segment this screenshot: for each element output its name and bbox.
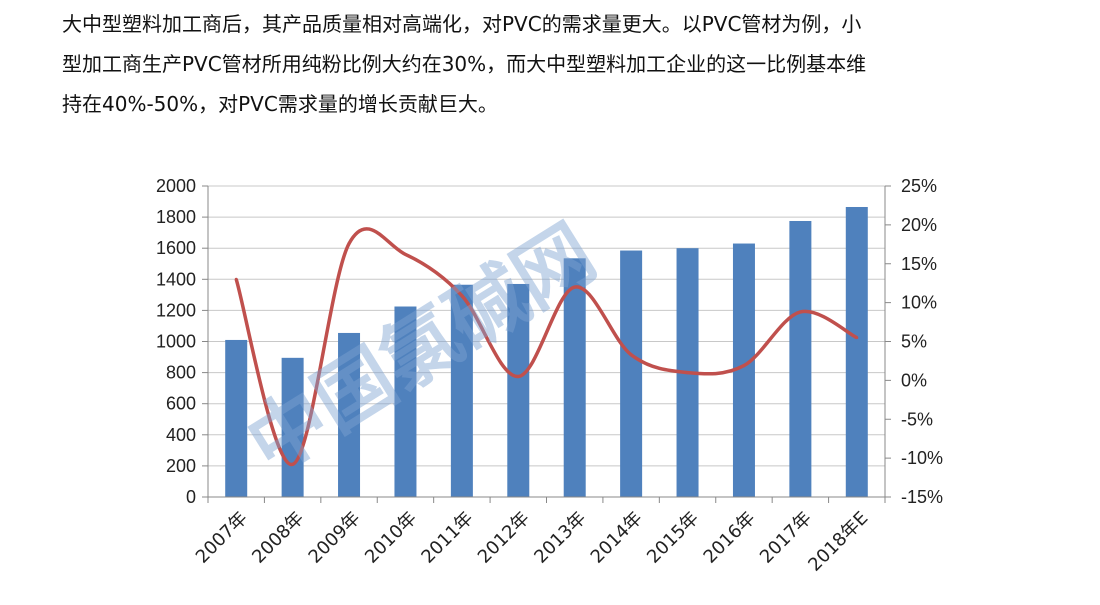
- right-tick-label: 15%: [901, 254, 937, 274]
- x-tick-label: 2014年: [587, 508, 647, 568]
- growth-point: [798, 310, 802, 314]
- bar: [507, 283, 530, 497]
- x-tick-label: 2016年: [700, 508, 760, 568]
- x-tick-label: 2009年: [305, 508, 365, 568]
- paragraph-line: 大中型塑料加工商后，其产品质量相对高端化，对PVC的需求量更大。以PVC管材为例…: [62, 12, 862, 36]
- x-tick-label: 2015年: [643, 508, 703, 568]
- left-tick-label: 2000: [156, 176, 196, 196]
- growth-point: [403, 252, 407, 256]
- paragraph-line: 持在40%-50%，对PVC需求量的增长贡献巨大。: [62, 92, 498, 116]
- left-tick-label: 200: [166, 456, 196, 476]
- left-y-axis: 0 200 400 600 800 1000 1200 1400 1600 1800 2000: [156, 176, 208, 507]
- paragraph-line: 型加工商生产PVC管材所用纯粉比例大约在30%，而大中型塑料加工企业的这一比例基…: [62, 52, 867, 76]
- left-tick-label: 1200: [156, 300, 196, 320]
- growth-point: [686, 371, 690, 375]
- left-tick-label: 1400: [156, 269, 196, 289]
- growth-point: [573, 285, 577, 289]
- intro-paragraph: 大中型塑料加工商后，其产品质量相对高端化，对PVC的需求量更大。以PVC管材为例…: [62, 4, 1072, 124]
- bar: [732, 243, 755, 497]
- right-tick-label: 5%: [901, 332, 927, 352]
- bar: [225, 339, 248, 497]
- watermark-text: 中国氯碱网: [232, 207, 611, 491]
- growth-point: [234, 277, 238, 281]
- right-tick-label: -5%: [901, 409, 933, 429]
- right-tick-label: -10%: [901, 448, 943, 468]
- x-tick-label: 2011年: [417, 508, 477, 568]
- bar: [789, 220, 812, 498]
- growth-point: [460, 294, 464, 298]
- x-tick-label: 2013年: [530, 508, 590, 568]
- right-tick-label: 20%: [901, 215, 937, 235]
- x-axis: 2007年2008年2009年2010年2011年2012年2013年2014年…: [192, 497, 886, 576]
- x-tick-label: 2008年: [248, 508, 308, 568]
- bar: [563, 258, 586, 497]
- left-tick-label: 1000: [156, 332, 196, 352]
- x-tick-label: 2007年: [192, 508, 252, 568]
- right-y-axis: -15% -10% -5% 0% 5% 10% 15% 20% 25%: [885, 176, 943, 507]
- growth-point: [855, 336, 859, 340]
- right-tick-label: 25%: [901, 176, 937, 196]
- gridlines: [208, 185, 885, 498]
- growth-point: [629, 353, 633, 357]
- left-tick-label: 400: [166, 425, 196, 445]
- watermark: 中国氯碱网: [232, 207, 611, 491]
- bar: [394, 306, 417, 497]
- left-tick-label: 0: [186, 487, 196, 507]
- growth-point: [291, 462, 295, 466]
- x-tick-label: 2012年: [474, 508, 534, 568]
- right-tick-label: 0%: [901, 370, 927, 390]
- left-tick-label: 1800: [156, 207, 196, 227]
- growth-line-series: [234, 227, 859, 467]
- bar: [620, 250, 643, 497]
- bar: [450, 284, 473, 497]
- right-tick-label: -15%: [901, 487, 943, 507]
- left-tick-label: 600: [166, 394, 196, 414]
- growth-point: [742, 364, 746, 368]
- bar: [845, 206, 868, 497]
- bar: [338, 332, 361, 497]
- right-tick-label: 10%: [901, 293, 937, 313]
- x-tick-label: 2018年E: [804, 508, 872, 576]
- growth-point: [347, 242, 351, 246]
- growth-point: [516, 374, 520, 378]
- left-tick-label: 800: [166, 363, 196, 383]
- left-tick-label: 1600: [156, 238, 196, 258]
- x-tick-label: 2010年: [361, 508, 421, 568]
